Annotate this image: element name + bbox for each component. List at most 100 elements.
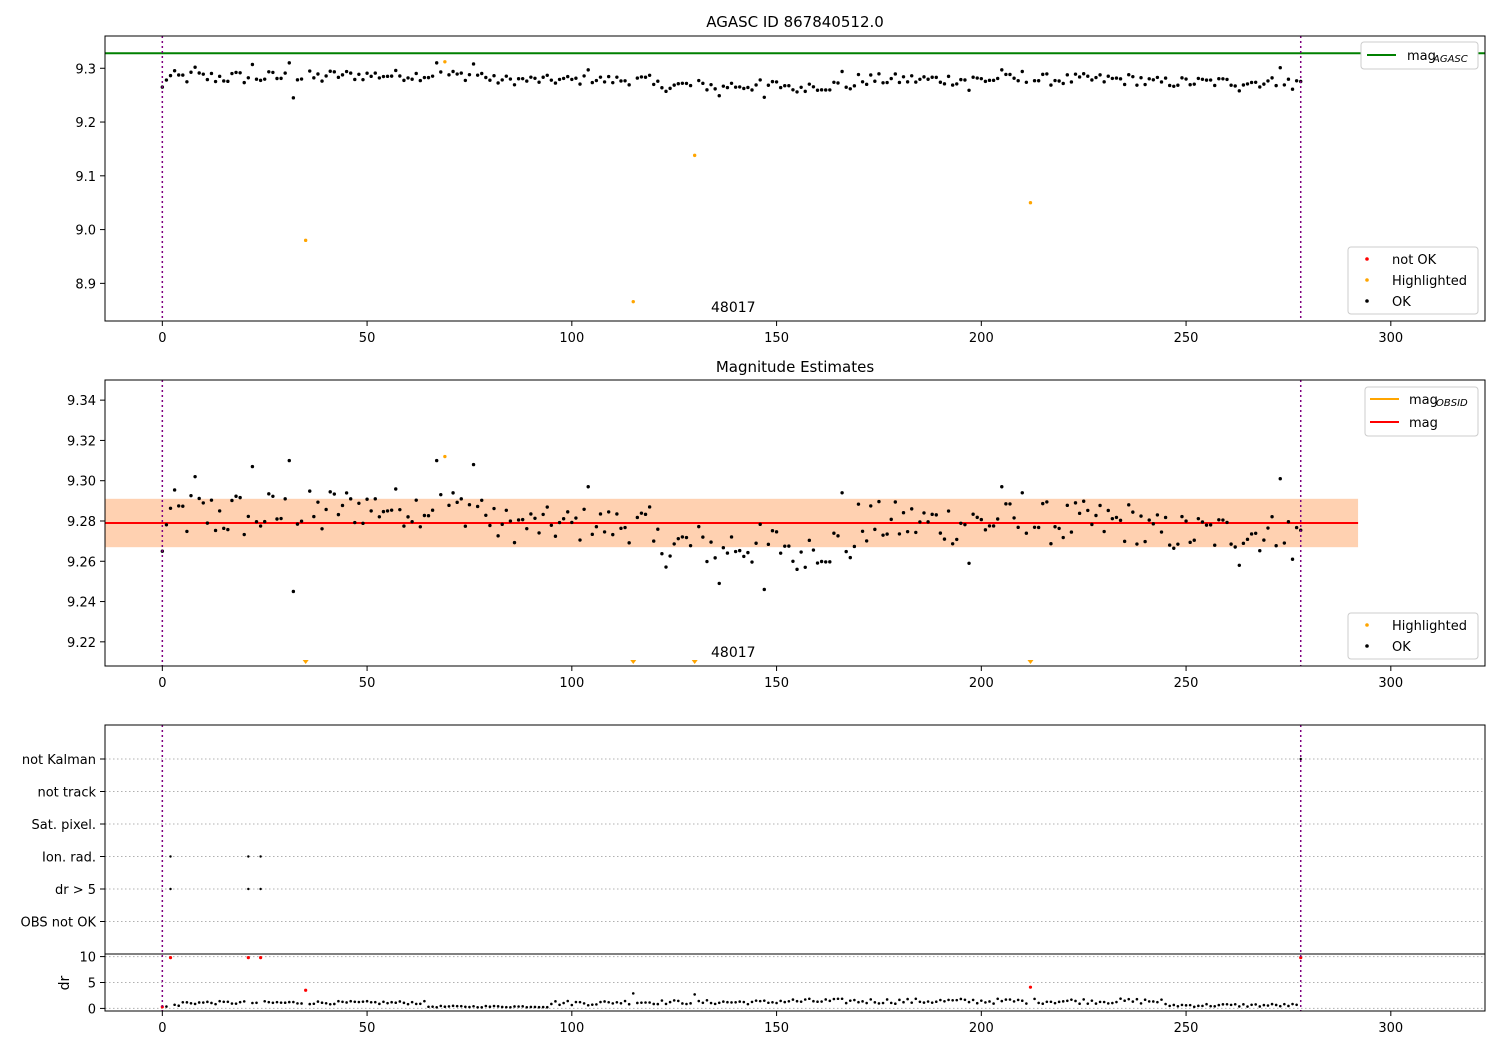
ok-point <box>361 77 365 82</box>
ok-point <box>1045 500 1049 504</box>
x-tick-label: 100 <box>559 676 584 691</box>
x-tick-label: 300 <box>1378 676 1403 691</box>
ok-point <box>410 519 414 524</box>
panel2-legend-status: Highlighted OK <box>1347 612 1479 660</box>
ok-point <box>1151 522 1156 526</box>
dr-point <box>230 1002 234 1005</box>
ok-point <box>496 81 500 85</box>
ok-point <box>967 561 971 565</box>
dr-point <box>1291 1002 1294 1006</box>
flag-row-label: not track <box>37 786 96 801</box>
ok-point <box>1032 525 1037 529</box>
ok-point <box>664 89 668 94</box>
dr-point <box>488 1005 492 1009</box>
dr-point <box>554 1000 557 1003</box>
dr-point <box>1016 998 1020 1002</box>
ok-point <box>365 497 369 501</box>
dr-point <box>308 1002 312 1006</box>
ok-point <box>606 510 611 514</box>
ok-point <box>901 75 906 79</box>
ok-point <box>430 74 435 78</box>
ok-point <box>869 504 873 508</box>
dr-point <box>1098 1000 1102 1004</box>
ok-point <box>480 498 484 502</box>
ok-point <box>758 522 762 527</box>
dr-point <box>173 1003 176 1007</box>
ok-point <box>1086 74 1090 78</box>
ok-point <box>1167 543 1172 547</box>
dr-point <box>193 1002 197 1006</box>
dr-point <box>1025 1002 1028 1005</box>
dr-point <box>918 1000 922 1004</box>
ok-point <box>492 73 496 78</box>
dr-point <box>1033 997 1036 1001</box>
dr-point <box>165 1005 168 1008</box>
ok-point <box>1266 79 1270 83</box>
ok-point <box>975 515 979 520</box>
ok-point <box>1114 515 1119 520</box>
ok-point <box>1131 74 1135 79</box>
ok-point <box>1266 526 1270 530</box>
ok-point <box>840 491 844 495</box>
dr-point <box>206 1000 209 1004</box>
ok-point <box>676 536 680 541</box>
ok-point <box>725 551 730 555</box>
dr-point <box>947 998 950 1002</box>
dr-point <box>275 1000 279 1004</box>
ok-point <box>643 512 648 517</box>
dr-point <box>361 1000 365 1003</box>
dr-point <box>1094 1002 1098 1005</box>
x-tick-label: 200 <box>969 676 994 691</box>
dr-point <box>672 999 676 1002</box>
dr-point <box>844 1001 848 1005</box>
ok-point <box>1249 532 1254 536</box>
x-tick-label: 100 <box>559 1021 584 1036</box>
ok-point <box>922 511 926 515</box>
ok-point <box>725 85 730 90</box>
legend-marker <box>1365 644 1369 648</box>
ok-point <box>819 88 824 92</box>
ok-point <box>1143 82 1147 87</box>
dr-point <box>1283 1002 1286 1006</box>
ok-point <box>983 528 988 532</box>
legend-marker <box>1365 299 1369 303</box>
ok-point <box>680 81 685 85</box>
legend-marker <box>1365 278 1369 282</box>
dr-point <box>660 999 664 1002</box>
highlighted-point <box>1028 200 1033 205</box>
ok-point <box>750 560 754 564</box>
ok-point <box>201 72 205 76</box>
ok-point <box>263 77 267 81</box>
ok-point <box>660 551 664 556</box>
dr-point <box>959 997 963 1001</box>
ok-point <box>447 503 451 508</box>
ok-point <box>557 520 562 525</box>
ok-point <box>418 78 423 83</box>
dr-point <box>668 1000 672 1004</box>
ok-point <box>344 491 349 495</box>
y-tick-label: 9.2 <box>75 116 96 131</box>
ok-point <box>574 76 578 80</box>
ok-point <box>213 528 218 533</box>
dr-point <box>1250 1003 1253 1007</box>
ok-point <box>1053 525 1057 529</box>
ok-point <box>181 73 185 77</box>
ok-point <box>164 78 169 82</box>
dr-point <box>951 998 954 1002</box>
ok-point <box>930 75 934 79</box>
ok-point <box>373 71 377 75</box>
dr-point <box>1008 998 1012 1001</box>
ok-point <box>770 79 775 84</box>
ok-point <box>836 81 840 85</box>
ok-point <box>746 550 750 555</box>
ok-point <box>1024 80 1029 84</box>
ok-point <box>1069 80 1074 84</box>
dr-point <box>873 1001 877 1004</box>
ok-point <box>275 76 279 81</box>
ok-point <box>1200 77 1205 81</box>
dr-point <box>857 1000 860 1004</box>
dr-point <box>1086 1002 1090 1005</box>
dr-point <box>1246 1005 1249 1008</box>
ok-point <box>582 74 586 78</box>
